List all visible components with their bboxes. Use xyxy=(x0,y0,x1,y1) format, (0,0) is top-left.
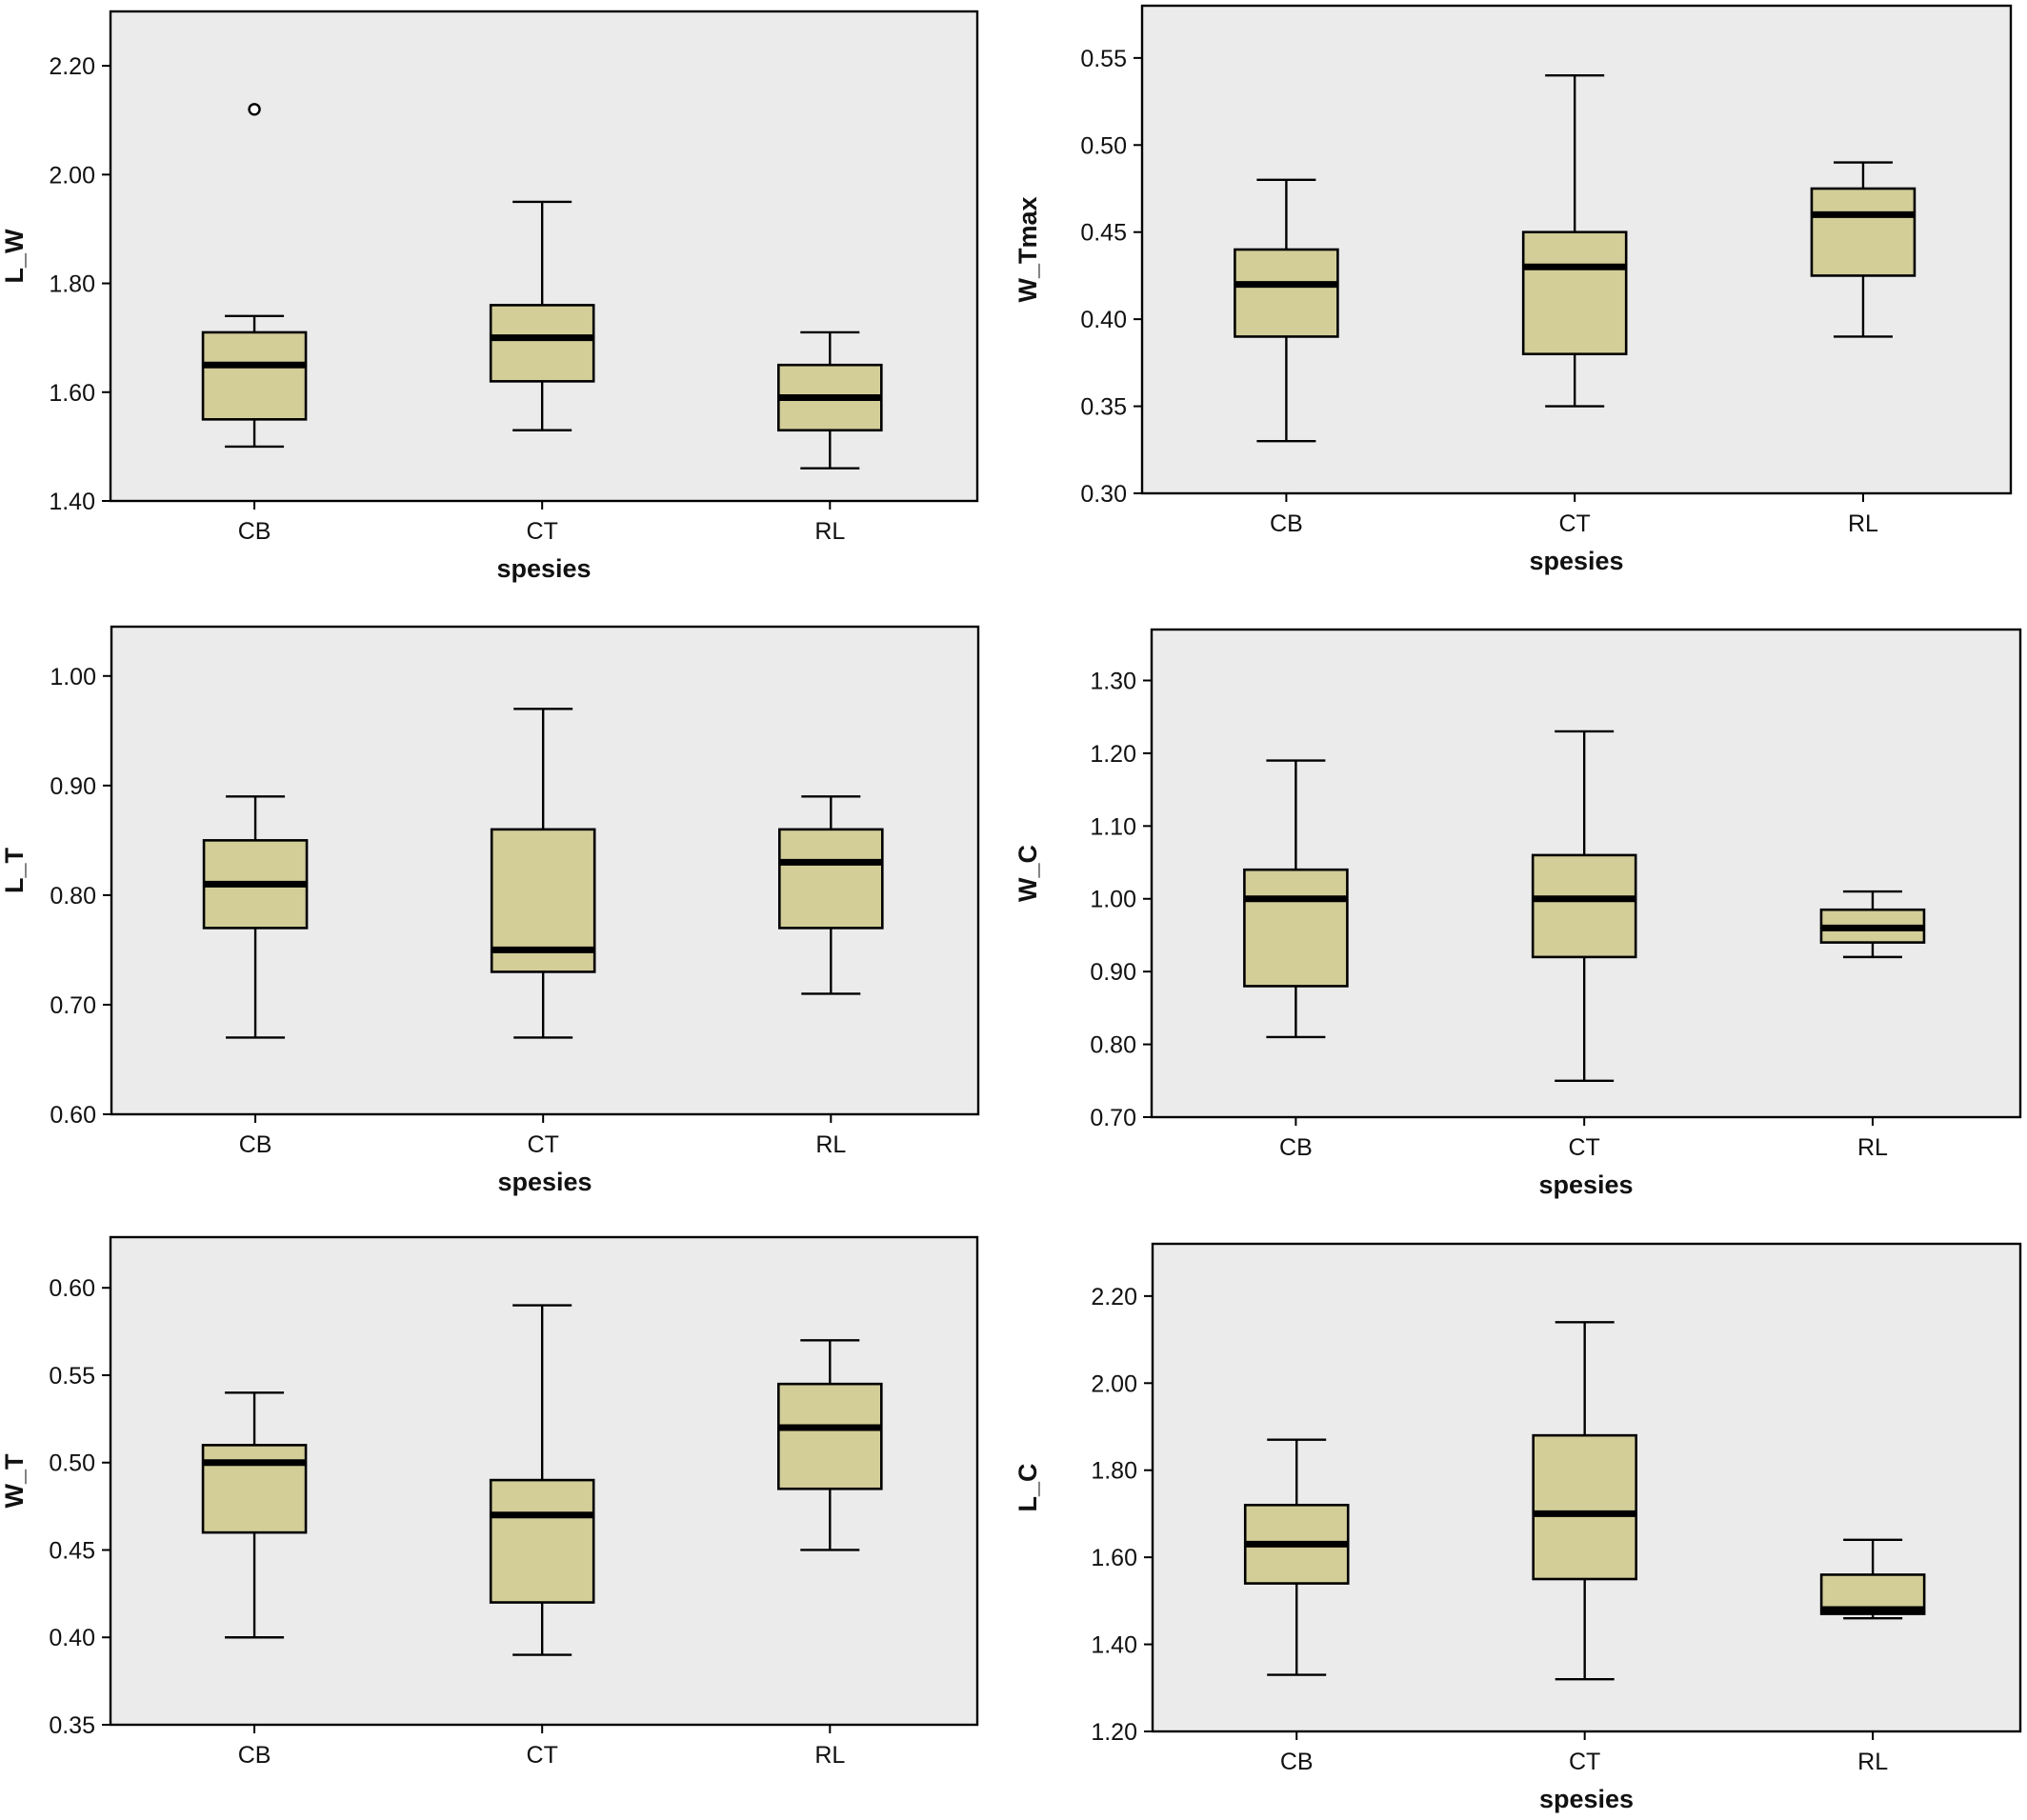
y-tick-label: 1.40 xyxy=(49,489,95,515)
y-tick-label: 0.50 xyxy=(1080,132,1127,159)
x-category-label: RL xyxy=(815,1131,846,1158)
y-tick-label: 1.00 xyxy=(1090,887,1136,913)
panel-l-c: 1.20 1.40 1.60 1.80 2.00 2.20 CB CT RL spesies L_C xyxy=(1014,1242,2022,1813)
x-category-label: RL xyxy=(1848,510,1878,537)
panel-w-t: 0.35 0.40 0.45 0.50 0.55 0.60 CB CT RL W_T xyxy=(0,1235,979,1769)
y-tick-label: 1.60 xyxy=(1091,1545,1137,1571)
y-tick-label: 1.80 xyxy=(49,271,95,298)
x-category-label: CB xyxy=(238,1742,271,1769)
y-tick-label: 0.55 xyxy=(49,1363,95,1390)
y-tick-label: 0.40 xyxy=(49,1625,95,1651)
iqr-box xyxy=(1532,1433,1637,1581)
y-tick-label: 1.60 xyxy=(49,380,95,407)
y-axis-title: L_T xyxy=(0,847,29,893)
iqr-box xyxy=(776,1382,883,1490)
iqr-box xyxy=(1243,868,1349,988)
x-axis-title: spesies xyxy=(1529,547,1623,575)
y-axis-title: W_Tmax xyxy=(1014,196,1042,302)
x-category-label: CB xyxy=(238,518,271,545)
x-category-label: CT xyxy=(528,1131,559,1158)
y-tick-label: 1.80 xyxy=(1091,1458,1137,1485)
x-axis-title: spesies xyxy=(497,1168,592,1196)
y-tick-label: 1.20 xyxy=(1091,1719,1137,1746)
iqr-box xyxy=(777,828,884,930)
x-category-label: RL xyxy=(1857,1749,1888,1775)
x-category-label: CT xyxy=(527,1742,558,1769)
y-tick-label: 1.20 xyxy=(1090,741,1136,768)
y-tick-label: 0.70 xyxy=(50,992,96,1019)
x-category-label: CT xyxy=(1569,1134,1600,1161)
y-tick-label: 1.40 xyxy=(1091,1632,1137,1659)
iqr-box xyxy=(201,330,308,421)
x-category-label: RL xyxy=(1857,1134,1888,1161)
y-tick-label: 2.20 xyxy=(49,53,95,80)
panel-l-w: 1.40 1.60 1.80 2.00 2.20 CB CT RL spesies L_W xyxy=(0,10,979,583)
x-category-label: CB xyxy=(1280,1749,1314,1775)
y-tick-label: 0.35 xyxy=(49,1712,95,1739)
y-tick-label: 1.00 xyxy=(50,664,96,690)
x-axis-title: spesies xyxy=(496,554,591,583)
x-axis-title: spesies xyxy=(1539,1785,1634,1813)
iqr-box xyxy=(201,1444,308,1534)
y-tick-label: 1.30 xyxy=(1090,668,1136,694)
x-category-label: CB xyxy=(239,1131,272,1158)
y-tick-label: 0.60 xyxy=(49,1275,95,1302)
x-category-label: RL xyxy=(814,1742,845,1769)
y-tick-label: 1.10 xyxy=(1090,813,1136,840)
y-tick-label: 0.90 xyxy=(1090,959,1136,986)
x-category-label: CB xyxy=(1270,510,1303,537)
iqr-box xyxy=(1521,230,1628,356)
y-tick-label: 0.55 xyxy=(1080,46,1127,72)
x-category-label: CT xyxy=(527,518,558,545)
y-tick-label: 0.90 xyxy=(50,773,96,800)
panel-w-tmax: 0.30 0.35 0.40 0.45 0.50 0.55 CB CT RL spesies W_T… xyxy=(1014,4,2013,575)
iqr-box xyxy=(489,1478,595,1604)
iqr-box xyxy=(1234,248,1339,338)
panel-w-c: 0.70 0.80 0.90 1.00 1.10 1.20 1.30 CB CT RL spesie… xyxy=(1014,628,2022,1199)
y-tick-label: 0.60 xyxy=(50,1102,96,1129)
y-tick-label: 0.40 xyxy=(1080,307,1127,333)
x-category-label: CB xyxy=(1279,1134,1313,1161)
y-tick-label: 0.50 xyxy=(49,1450,95,1477)
y-tick-label: 0.80 xyxy=(50,883,96,910)
y-tick-label: 2.20 xyxy=(1091,1284,1137,1310)
y-axis-title: L_W xyxy=(0,229,29,284)
y-tick-label: 0.45 xyxy=(1080,220,1127,247)
iqr-box xyxy=(489,304,595,383)
y-axis-title: L_C xyxy=(1014,1463,1042,1511)
y-tick-label: 0.80 xyxy=(1090,1032,1136,1059)
outlier-point xyxy=(248,103,261,116)
x-axis-title: spesies xyxy=(1538,1170,1633,1199)
x-category-label: RL xyxy=(814,518,845,545)
y-tick-label: 0.70 xyxy=(1090,1105,1136,1131)
y-axis-title: W_C xyxy=(1014,845,1042,902)
y-tick-label: 0.45 xyxy=(49,1537,95,1564)
iqr-box xyxy=(1810,187,1917,277)
x-category-label: CT xyxy=(1559,510,1591,537)
y-tick-label: 0.35 xyxy=(1080,394,1127,421)
y-axis-title: W_T xyxy=(0,1453,29,1509)
y-tick-label: 2.00 xyxy=(49,162,95,189)
y-tick-label: 2.00 xyxy=(1091,1370,1137,1397)
x-category-label: CT xyxy=(1569,1749,1600,1775)
y-tick-label: 0.30 xyxy=(1080,481,1127,508)
iqr-box xyxy=(1531,853,1637,959)
panel-l-t: 0.60 0.70 0.80 0.90 1.00 CB CT RL spesies L_T xyxy=(0,625,980,1196)
